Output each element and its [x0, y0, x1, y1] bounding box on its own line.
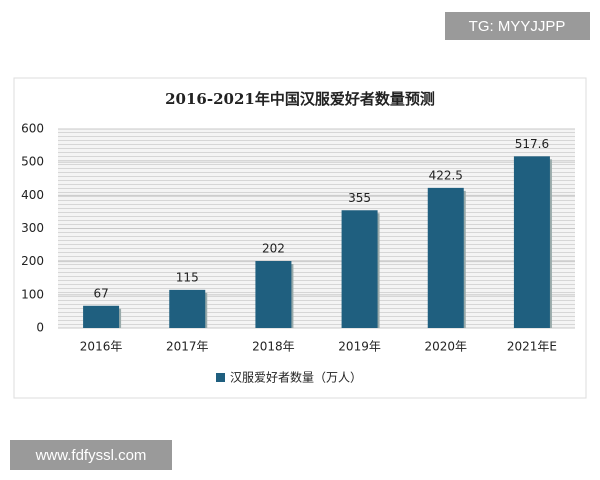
watermark-box — [445, 12, 590, 40]
x-tick-label: 2019年 — [338, 340, 381, 354]
y-tick-label: 400 — [21, 188, 44, 202]
x-tick-label: 2016年 — [80, 340, 123, 354]
bar — [169, 289, 206, 328]
x-tick-label: 2020年 — [424, 340, 467, 354]
y-tick-label: 600 — [21, 122, 44, 136]
legend-label: 汉服爱好者数量（万人） — [230, 370, 362, 385]
data-label: 115 — [176, 270, 199, 284]
data-label: 517.6 — [515, 137, 549, 151]
y-tick-label: 200 — [21, 254, 44, 268]
bar — [255, 261, 292, 328]
x-tick-label: 2021年E — [507, 340, 557, 354]
y-tick-label: 100 — [21, 287, 44, 301]
watermark-box — [10, 440, 172, 470]
watermark: www.fdfyssl.com — [35, 447, 147, 464]
x-tick-label: 2017年 — [166, 340, 209, 354]
data-label: 422.5 — [429, 168, 463, 182]
y-tick-label: 500 — [21, 155, 44, 169]
x-tick-label: 2018年 — [252, 340, 295, 354]
bar — [513, 156, 550, 328]
bar — [427, 187, 464, 328]
y-tick-label: 0 — [36, 321, 44, 335]
data-label: 67 — [93, 286, 108, 300]
y-tick-label: 300 — [21, 221, 44, 235]
watermark: TG: MYYJJPP — [469, 18, 566, 35]
legend-swatch — [216, 373, 225, 382]
bar — [83, 305, 120, 328]
data-label: 202 — [262, 242, 285, 256]
bar — [341, 210, 378, 328]
data-label: 355 — [348, 191, 371, 205]
chart-title: 2016-2021年中国汉服爱好者数量预测 — [165, 90, 435, 108]
